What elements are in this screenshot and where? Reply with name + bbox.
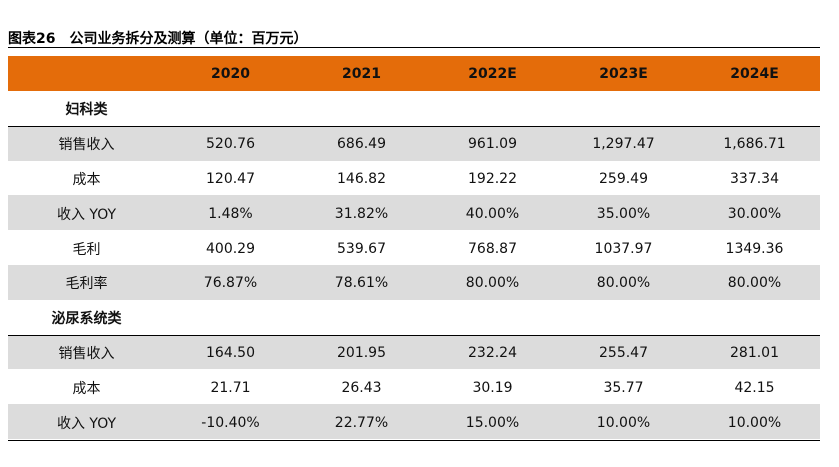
data-row [8, 126, 820, 162]
value-cell: 21.71 [210, 379, 251, 396]
value-cell: 1,686.71 [723, 136, 786, 153]
value-cell: 400.29 [206, 240, 255, 257]
value-cell: 539.67 [337, 240, 386, 257]
data-row [8, 370, 820, 406]
row-label: 成本 [72, 171, 101, 188]
column-header: 2022E [468, 66, 517, 82]
value-cell: 1349.36 [725, 240, 784, 257]
bottom-rule [8, 440, 820, 441]
value-cell: 80.00% [727, 275, 782, 292]
value-cell: 686.49 [337, 136, 386, 153]
value-cell: 22.77% [334, 414, 389, 431]
value-cell: 78.61% [334, 275, 389, 292]
value-cell: 42.15 [734, 379, 775, 396]
section-row [8, 92, 820, 127]
row-label: 销售收入 [58, 137, 115, 154]
row-label: 销售收入 [58, 345, 115, 362]
value-cell: 35.77 [603, 379, 644, 396]
value-cell: 15.00% [465, 414, 520, 431]
value-cell: 10.00% [727, 414, 782, 431]
value-cell: 1.48% [208, 205, 253, 222]
row-label: 收入 YOY [56, 415, 117, 432]
section-row [8, 301, 820, 336]
data-row [8, 405, 820, 440]
column-header: 2020 [211, 66, 250, 82]
value-cell: 768.87 [468, 240, 517, 257]
value-cell: 146.82 [337, 170, 386, 187]
value-cell: 26.43 [341, 379, 382, 396]
value-cell: 30.00% [727, 205, 782, 222]
row-label: 收入 YOY [56, 206, 117, 223]
section-label: 妇科类 [65, 102, 108, 119]
value-cell: 10.00% [596, 414, 651, 431]
value-cell: 30.19 [472, 379, 513, 396]
value-cell: 76.87% [203, 275, 258, 292]
data-row [8, 196, 820, 232]
data-row [8, 335, 820, 371]
row-label: 成本 [72, 380, 101, 397]
value-cell: 31.82% [334, 205, 389, 222]
value-cell: 35.00% [596, 205, 651, 222]
value-cell: 1037.97 [594, 240, 653, 257]
data-row [8, 266, 820, 301]
value-cell: 281.01 [730, 344, 779, 361]
header-row [8, 56, 820, 92]
value-cell: 259.49 [599, 170, 648, 187]
value-cell: 255.47 [599, 344, 648, 361]
row-label: 毛利 [72, 241, 101, 258]
value-cell: 80.00% [596, 275, 651, 292]
value-cell: 192.22 [468, 170, 517, 187]
value-cell: 337.34 [730, 170, 779, 187]
value-cell: 520.76 [206, 136, 255, 153]
value-cell: 164.50 [206, 344, 255, 361]
table-title: 图表26 公司业务拆分及测算（单位：百万元） [8, 31, 308, 47]
value-cell: -10.40% [201, 414, 260, 431]
value-cell: 80.00% [465, 275, 520, 292]
title-rule [8, 47, 820, 48]
data-row [8, 231, 820, 266]
column-header: 2021 [342, 66, 381, 82]
column-header: 2024E [730, 66, 779, 82]
value-cell: 232.24 [468, 344, 517, 361]
value-cell: 201.95 [337, 344, 386, 361]
value-cell: 961.09 [468, 136, 517, 153]
section-label: 泌尿系统类 [51, 311, 122, 328]
value-cell: 40.00% [465, 205, 520, 222]
value-cell: 120.47 [206, 170, 255, 187]
column-header: 2023E [599, 66, 648, 82]
row-label: 毛利率 [65, 276, 108, 293]
data-row [8, 161, 820, 197]
value-cell: 1,297.47 [592, 136, 655, 153]
